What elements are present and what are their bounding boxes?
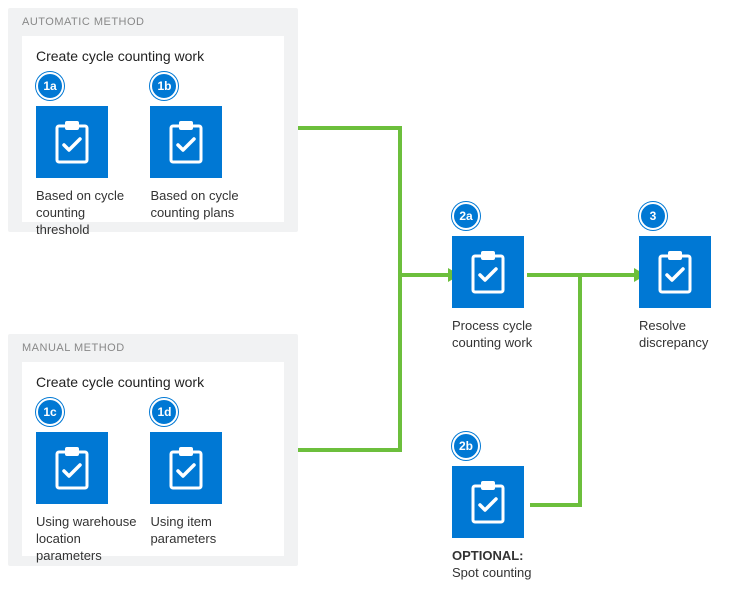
badge-2a: 2a (452, 202, 480, 230)
badge-1a: 1a (36, 72, 64, 100)
card-automatic-title: Create cycle counting work (36, 48, 270, 64)
icon-3 (639, 236, 711, 308)
label-1d: Using item parameters (150, 514, 254, 548)
card-manual: Create cycle counting work 1c Using ware… (22, 362, 284, 556)
label-2a: Process cycle counting work (452, 318, 547, 352)
icon-1c (36, 432, 108, 504)
step-1c: 1c Using warehouse location parameters (36, 398, 140, 565)
badge-1b: 1b (150, 72, 178, 100)
icon-1a (36, 106, 108, 178)
card-manual-title: Create cycle counting work (36, 374, 270, 390)
step-3: 3 Resolve discrepancy (639, 202, 734, 352)
label-1a: Based on cycle counting threshold (36, 188, 140, 239)
panel-manual: MANUAL METHOD Create cycle counting work… (8, 334, 298, 566)
badge-1d: 1d (150, 398, 178, 426)
label-3: Resolve discrepancy (639, 318, 734, 352)
clipboard-check-icon (53, 120, 91, 164)
badge-2b: 2b (452, 432, 480, 460)
step-1a: 1a Based on cycle counting threshold (36, 72, 140, 239)
clipboard-check-icon (53, 446, 91, 490)
card-automatic: Create cycle counting work 1a Based on c… (22, 36, 284, 222)
label-2b: OPTIONAL: Spot counting (452, 548, 547, 582)
icon-2a (452, 236, 524, 308)
label-2b-text: Spot counting (452, 565, 532, 580)
panel-automatic-header: AUTOMATIC METHOD (8, 8, 298, 30)
panel-manual-header: MANUAL METHOD (8, 334, 298, 356)
conn-manual (298, 275, 400, 450)
step-2b: 2b OPTIONAL: Spot counting (452, 432, 547, 582)
badge-1c: 1c (36, 398, 64, 426)
icon-1b (150, 106, 222, 178)
step-1d: 1d Using item parameters (150, 398, 254, 548)
label-1b: Based on cycle counting plans (150, 188, 254, 222)
conn-auto (298, 128, 448, 275)
label-2b-prefix: OPTIONAL: (452, 548, 524, 563)
clipboard-check-icon (656, 250, 694, 294)
clipboard-check-icon (469, 250, 507, 294)
panel-automatic: AUTOMATIC METHOD Create cycle counting w… (8, 8, 298, 232)
step-2a: 2a Process cycle counting work (452, 202, 547, 352)
clipboard-check-icon (469, 480, 507, 524)
icon-1d (150, 432, 222, 504)
step-1b: 1b Based on cycle counting plans (150, 72, 254, 222)
clipboard-check-icon (167, 120, 205, 164)
clipboard-check-icon (167, 446, 205, 490)
icon-2b (452, 466, 524, 538)
label-1c: Using warehouse location parameters (36, 514, 140, 565)
badge-3: 3 (639, 202, 667, 230)
